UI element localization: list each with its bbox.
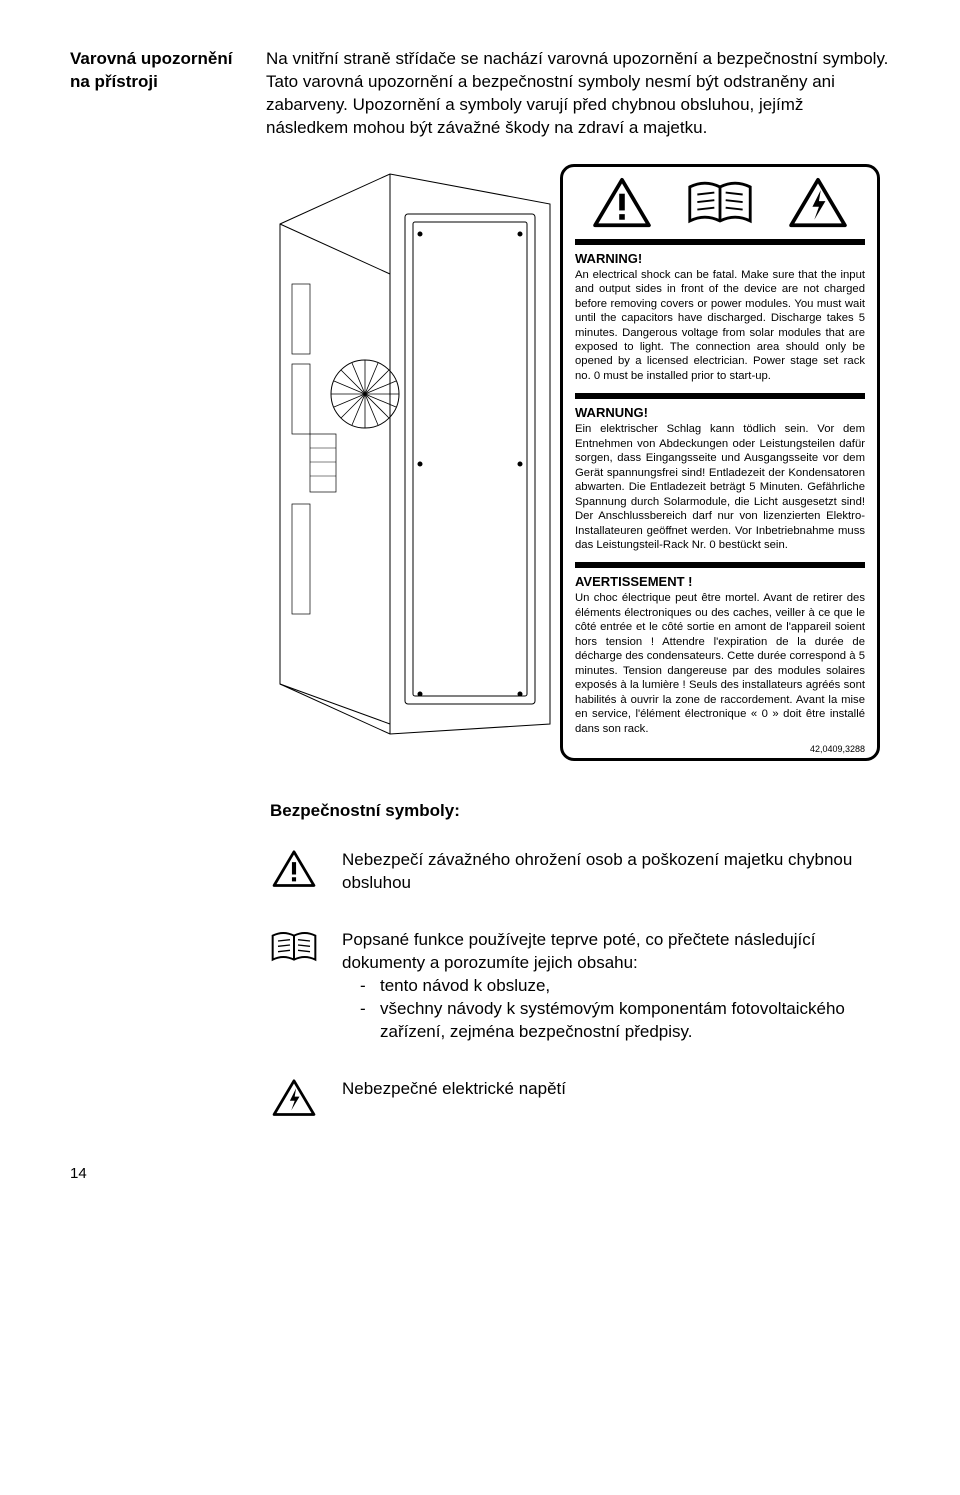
symbol-row-read: Popsané funkce používejte teprve poté, c… (270, 929, 890, 1044)
manual-book-icon (686, 179, 754, 227)
symbol-danger-text: Nebezpečí závažného ohrožení osob a pošk… (342, 849, 890, 895)
warning-triangle-icon (270, 849, 318, 889)
warning-triangle-icon (592, 177, 652, 229)
voltage-triangle-icon (788, 177, 848, 229)
page-number: 14 (70, 1165, 87, 1182)
divider-bar (575, 562, 865, 568)
symbol-read-intro: Popsané funkce používejte teprve poté, c… (342, 929, 890, 975)
symbols-heading: Bezpečnostní symboly: (270, 801, 890, 821)
header-row: Varovná upozornění na přístroji Na vnitř… (70, 48, 890, 140)
warning-fr-body: Un choc électrique peut être mortel. Ava… (575, 591, 865, 736)
list-item: všechny návody k systémovým komponentám … (342, 998, 890, 1044)
warning-en-body: An electrical shock can be fatal. Make s… (575, 268, 865, 384)
warning-label: WARNING! An electrical shock can be fata… (560, 164, 880, 761)
warning-fr-title: AVERTISSEMENT ! (575, 574, 865, 589)
warning-de-body: Ein elektrischer Schlag kann tödlich sei… (575, 422, 865, 552)
warning-de-title: WARNUNG! (575, 405, 865, 420)
symbol-row-voltage: Nebezpečné elektrické napětí (270, 1078, 890, 1118)
warning-en-title: WARNING! (575, 251, 865, 266)
intro-text: Na vnitřní straně střídače se nachází va… (266, 48, 890, 140)
divider-bar (575, 393, 865, 399)
manual-book-icon (270, 929, 318, 965)
symbol-voltage-text: Nebezpečné elektrické napětí (342, 1078, 890, 1101)
label-icons-row (575, 177, 865, 229)
symbol-read-list: tento návod k obsluze, všechny návody k … (342, 975, 890, 1044)
device-drawing (270, 164, 560, 744)
symbol-row-danger: Nebezpečí závažného ohrožení osob a pošk… (270, 849, 890, 895)
figure-area: WARNING! An electrical shock can be fata… (270, 164, 890, 761)
symbol-read-text: Popsané funkce používejte teprve poté, c… (342, 929, 890, 1044)
label-code: 42,0409,3288 (575, 744, 865, 754)
voltage-triangle-icon (270, 1078, 318, 1118)
divider-bar (575, 239, 865, 245)
list-item: tento návod k obsluze, (342, 975, 890, 998)
page: Varovná upozornění na přístroji Na vnitř… (0, 0, 960, 1212)
side-title: Varovná upozornění na přístroji (70, 48, 240, 140)
